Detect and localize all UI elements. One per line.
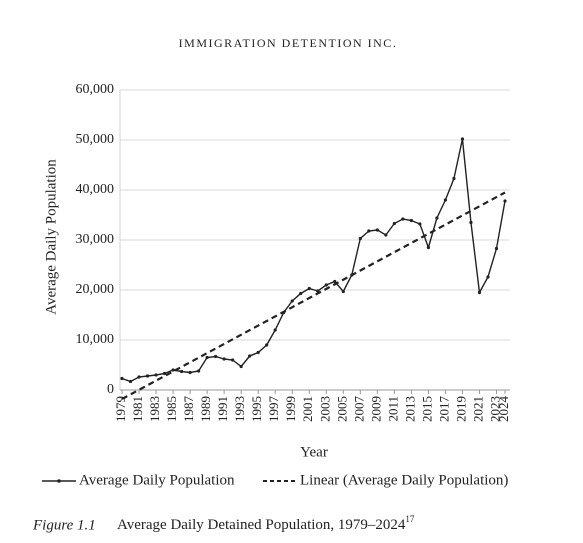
data-point — [477, 290, 482, 295]
legend-marker — [57, 479, 61, 483]
y-tick-label: 0 — [107, 382, 114, 397]
y-tick-label: 50,000 — [76, 132, 115, 147]
caption-title: Average Daily Detained Population, 1979–… — [117, 517, 406, 533]
x-tick-label: 1999 — [283, 396, 298, 422]
x-tick-label: 2011 — [385, 396, 400, 422]
data-point — [188, 370, 192, 375]
x-tick-label: 1997 — [266, 396, 281, 423]
data-point — [179, 369, 184, 374]
data-point — [358, 236, 362, 241]
x-tick-label: 2019 — [453, 396, 468, 422]
x-tick-label: 2003 — [317, 396, 332, 422]
data-point — [367, 229, 371, 233]
data-point — [137, 375, 141, 379]
data-point — [392, 221, 396, 226]
data-point — [418, 222, 422, 226]
x-tick-label: 1995 — [249, 396, 264, 422]
x-tick-label: 2021 — [470, 396, 485, 422]
data-point — [197, 369, 201, 373]
y-tick-label: 60,000 — [76, 82, 115, 97]
x-tick-label: 2013 — [402, 396, 417, 422]
data-point — [205, 355, 209, 360]
x-tick-label: 2015 — [419, 396, 434, 422]
data-point — [333, 279, 337, 284]
data-point — [409, 218, 413, 223]
x-tick-label: 2007 — [351, 396, 366, 423]
x-tick-label: 1979 — [113, 396, 128, 422]
x-tick-label: 1981 — [130, 396, 145, 422]
data-point — [256, 350, 260, 355]
data-point — [375, 228, 379, 232]
y-tick-label: 10,000 — [76, 332, 115, 347]
data-point — [426, 245, 430, 250]
data-point — [324, 283, 328, 287]
x-tick-label: 1987 — [181, 396, 196, 423]
x-tick-label: 2017 — [436, 396, 451, 423]
running-header: IMMIGRATION DETENTION INC. — [179, 36, 398, 50]
data-point — [435, 216, 439, 220]
caption-note: 17 — [405, 514, 415, 524]
data-point — [154, 373, 158, 377]
y-tick-label: 40,000 — [76, 182, 115, 197]
data-point — [443, 198, 448, 202]
data-point — [384, 233, 388, 237]
x-tick-label: 1985 — [164, 396, 179, 422]
data-point — [290, 299, 294, 303]
x-tick-label: 2001 — [300, 396, 315, 422]
data-line — [121, 138, 506, 383]
data-point — [299, 291, 303, 296]
data-point — [460, 137, 465, 141]
data-point — [486, 275, 490, 279]
data-point — [265, 343, 269, 347]
caption-text: Average Daily Detained Population, 1979–… — [117, 514, 415, 533]
x-tick-label: 1989 — [198, 396, 213, 422]
data-point — [469, 220, 473, 225]
data-point — [162, 371, 167, 376]
y-tick-label: 20,000 — [76, 282, 115, 297]
x-axis-title: Year — [300, 444, 328, 460]
x-tick-label: 2005 — [334, 396, 349, 422]
data-point — [120, 376, 124, 381]
data-point — [316, 289, 320, 293]
data-point — [239, 364, 243, 369]
data-point — [350, 273, 354, 277]
caption-label: Figure 1.1 — [32, 517, 96, 533]
data-point — [231, 358, 235, 362]
data-point — [282, 310, 286, 315]
x-tick-label: 2023 — [487, 396, 502, 422]
data-point — [128, 379, 133, 384]
legend-label: Linear (Average Daily Population) — [300, 472, 508, 488]
data-point — [452, 176, 456, 181]
trend-line — [121, 191, 506, 400]
data-point — [222, 357, 226, 361]
y-axis-title: Average Daily Population — [43, 159, 59, 315]
data-point — [341, 289, 345, 294]
x-tick-label: 2024 — [496, 396, 511, 423]
x-tick-label: 2009 — [368, 396, 383, 422]
data-point — [145, 374, 150, 378]
x-tick-label: 1993 — [232, 396, 247, 422]
data-point — [307, 286, 311, 291]
x-tick-label: 1983 — [147, 396, 162, 422]
legend-label: Average Daily Population — [79, 472, 235, 488]
data-point — [273, 328, 277, 332]
data-point — [171, 368, 175, 372]
data-point — [248, 354, 252, 358]
data-point — [214, 354, 218, 359]
y-tick-label: 30,000 — [76, 232, 115, 247]
data-point — [503, 199, 507, 203]
x-tick-label: 1991 — [215, 396, 230, 422]
data-point — [401, 217, 405, 221]
data-point — [494, 246, 499, 251]
